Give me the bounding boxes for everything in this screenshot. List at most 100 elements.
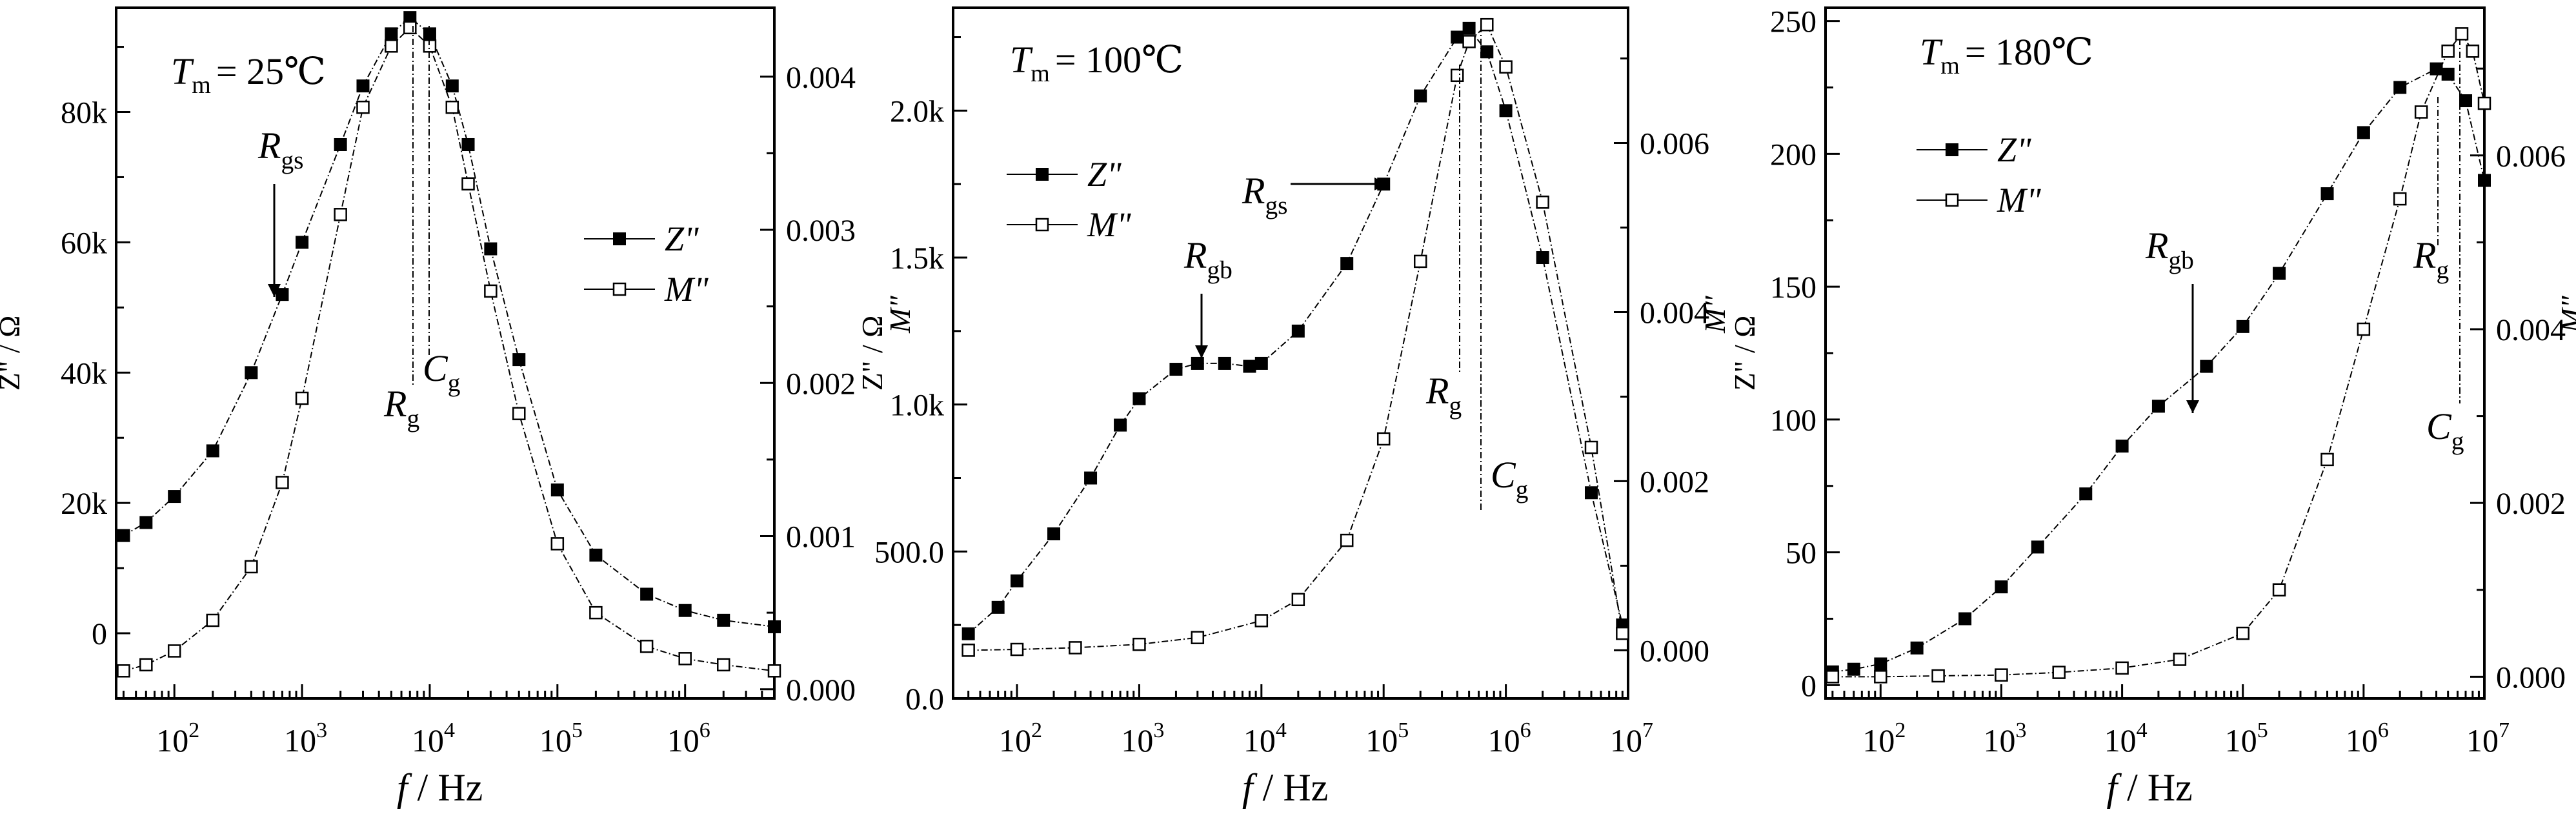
x-tick-label: 102 — [156, 718, 199, 758]
annotation-cg-sub: g — [2451, 427, 2464, 455]
legend-marker-filled — [1036, 168, 1049, 181]
x-tick-base: 10 — [539, 722, 572, 758]
x-tick-exponent: 7 — [2499, 718, 2510, 742]
m-data-point — [2272, 583, 2286, 597]
y2-axis-label: M" — [2555, 296, 2576, 334]
m-data-point — [512, 407, 526, 420]
m-data-point — [2477, 96, 2491, 110]
annotation-arrowhead — [268, 284, 281, 297]
m-data-point — [403, 21, 417, 35]
temperature-label: Tm = 100℃ — [1010, 39, 1183, 87]
y-tick-label: 150 — [1770, 270, 1816, 305]
x-tick-label: 106 — [2346, 718, 2389, 758]
z-data-point — [276, 288, 289, 301]
z-data-point — [2459, 94, 2473, 108]
z-data-point — [2079, 487, 2093, 501]
x-tick-base: 10 — [412, 722, 444, 758]
x-axis-label-unit: / Hz — [2117, 766, 2193, 809]
z-data-point — [245, 366, 258, 380]
legend-label: Z" — [665, 219, 699, 258]
annotation-rg: Rg — [2413, 234, 2449, 284]
z-data-point — [356, 79, 370, 93]
y-tick-label: 0.0 — [905, 682, 944, 717]
x-tick-exponent: 5 — [1398, 718, 1409, 742]
plot-frame — [1824, 6, 2486, 700]
m-data-point — [767, 664, 781, 678]
z-data-point — [2357, 126, 2370, 139]
x-tick-base: 10 — [1121, 722, 1153, 758]
x-tick-base: 10 — [1365, 722, 1398, 758]
legend-label: Z" — [1087, 155, 1122, 194]
annotation-rg-sub: g — [407, 404, 419, 432]
z-data-point — [168, 490, 181, 504]
m-data-point — [2441, 45, 2455, 58]
x-tick-exponent: 6 — [699, 718, 710, 742]
z-data-point — [961, 627, 975, 640]
x-tick-exponent: 6 — [1520, 718, 1531, 742]
annotation-rg-main: R — [383, 383, 407, 425]
annotation-rgb: Rgb — [1183, 234, 1233, 284]
legend-label: M" — [1087, 205, 1131, 244]
z-data-point — [678, 604, 692, 617]
y-tick-label: 80k — [61, 96, 107, 130]
m-data-point — [167, 644, 181, 658]
annotation-cg-sub: g — [448, 369, 461, 397]
z-data-point — [1536, 251, 1549, 265]
z-data-point — [1191, 356, 1204, 370]
x-tick-exponent: 7 — [1642, 718, 1653, 742]
m-data-point — [961, 644, 975, 657]
m-data-point — [385, 39, 398, 53]
chart-panel-a: 102 103 104 105 106020k40k60k80k0.0000.0010.… — [0, 6, 916, 809]
annotation-cg-sub: g — [1516, 475, 1529, 504]
m-data-point — [589, 605, 603, 620]
z-data-point — [403, 11, 417, 25]
x-tick-exponent: 2 — [1031, 718, 1042, 742]
y-axis-label: Z" / Ω — [0, 316, 26, 391]
z-data-point — [1874, 657, 1887, 671]
x-tick-label: 105 — [1365, 718, 1409, 758]
z-data-point — [1340, 257, 1354, 270]
m-data-point — [1191, 631, 1205, 644]
temperature-subscript: m — [1031, 60, 1050, 87]
annotation-cg: Cg — [2426, 405, 2464, 455]
annotation-rgs-sub: gs — [1265, 191, 1287, 219]
z-data-point — [1462, 21, 1476, 35]
m-data-point — [717, 658, 730, 672]
y-tick-label: 1.0k — [890, 389, 944, 423]
z-data-point — [2478, 174, 2491, 187]
x-tick-exponent: 2 — [1895, 718, 1906, 742]
m-data-point — [484, 284, 498, 298]
x-tick-label: 104 — [1243, 718, 1287, 758]
temperature-label: Tm = 180℃ — [1920, 31, 2093, 79]
y2-tick-label: 0.000 — [2496, 660, 2566, 695]
y2-tick-label: 0.006 — [1640, 127, 1709, 161]
z-data-point — [461, 137, 475, 151]
m-data-point — [1616, 626, 1629, 640]
chart-panel-b: 102 103 104 105 106 1070.0500.01.0k1.5k2.0k0.… — [856, 6, 1731, 809]
annotation-rg-main: R — [2413, 234, 2436, 276]
annotation-rgs: Rgs — [257, 125, 304, 174]
x-axis-label: f / Hz — [397, 766, 483, 809]
x-tick-base: 10 — [284, 722, 316, 758]
x-tick-exponent: 4 — [2137, 718, 2148, 742]
z-data-point — [117, 529, 130, 542]
y-tick-label: 2.0k — [890, 94, 944, 128]
y2-tick-label: 0.002 — [786, 367, 856, 401]
y2-tick-label: 0.004 — [1640, 296, 1709, 330]
legend-label: M" — [1997, 181, 2041, 219]
z-data-point — [2236, 320, 2249, 333]
m-data-point — [2173, 653, 2187, 666]
y2-tick-label: 0.001 — [786, 520, 856, 555]
y2-tick-label: 0.002 — [1640, 465, 1709, 499]
z-data-point — [1414, 89, 1427, 103]
x-tick-label: 103 — [1983, 718, 2026, 758]
m-data-point — [245, 560, 258, 574]
x-tick-base: 10 — [1488, 722, 1520, 758]
x-axis-label-unit: / Hz — [408, 766, 483, 809]
x-tick-base: 10 — [2225, 722, 2257, 758]
z-data-point — [1114, 418, 1127, 432]
legend-marker-open — [612, 282, 627, 296]
annotation-rgb: Rgb — [2145, 225, 2194, 274]
annotation-arrowhead — [2186, 400, 2199, 413]
